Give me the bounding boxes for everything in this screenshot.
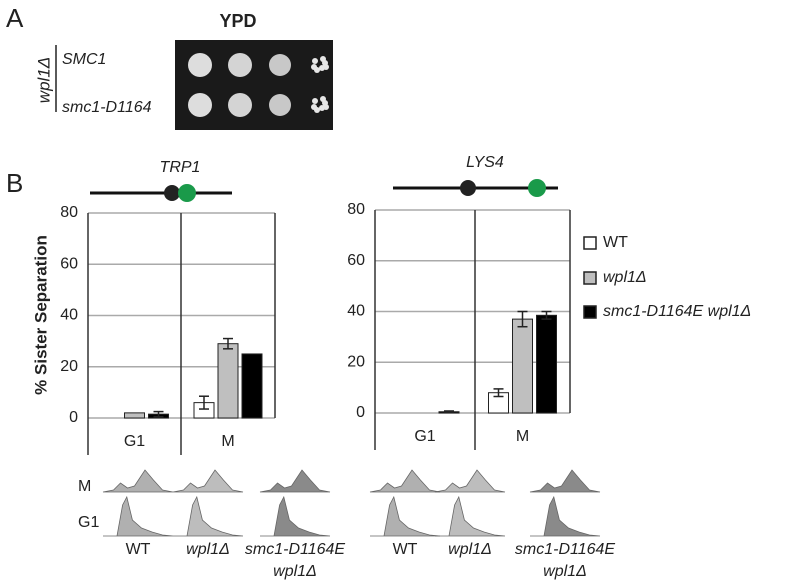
histogram	[102, 469, 174, 493]
spot	[228, 53, 252, 77]
y-axis-label: % Sister Separation	[31, 235, 50, 395]
bar	[512, 318, 533, 414]
y-tick-label: 60	[60, 255, 78, 272]
y-tick-label: 0	[356, 404, 365, 421]
y-tick-label: 40	[60, 307, 78, 324]
centromere	[164, 185, 180, 201]
x-tick-label: M	[516, 428, 529, 445]
spot	[269, 54, 291, 76]
histogram	[103, 495, 174, 537]
plate-title: YPD	[219, 11, 256, 31]
spot	[228, 93, 252, 117]
colony	[312, 58, 318, 64]
y-tick-label: 20	[347, 353, 365, 370]
error-bar	[444, 410, 454, 414]
strain-label: WT	[126, 541, 151, 558]
legend-swatch	[583, 236, 597, 250]
colony	[312, 98, 318, 104]
x-tick-label: G1	[414, 428, 435, 445]
chart-title: LYS4	[466, 154, 504, 171]
strain-label: smc1-D1164E	[245, 541, 346, 558]
histogram	[172, 469, 244, 493]
panel-label: B	[6, 168, 23, 198]
strain-label: SMC1	[62, 51, 106, 68]
error-bar	[223, 337, 233, 350]
legend-swatch	[583, 271, 597, 285]
genotype: wpl1Δ	[34, 57, 53, 103]
bar	[217, 343, 239, 419]
flow-row-label: G1	[78, 514, 99, 531]
histogram	[259, 469, 331, 493]
y-tick-label: 20	[60, 358, 78, 375]
strain-label: WT	[393, 541, 418, 558]
strain-label: wpl1Δ	[273, 563, 317, 580]
colony	[311, 104, 317, 110]
legend-label: wpl1Δ	[603, 269, 647, 286]
legend-label: WT	[603, 234, 628, 251]
x-tick-label: G1	[124, 433, 145, 450]
colony	[322, 60, 328, 66]
panel-label: A	[6, 3, 24, 33]
error-bar	[517, 310, 528, 328]
y-tick-label: 40	[347, 303, 365, 320]
histogram	[370, 495, 441, 537]
colony	[319, 105, 325, 111]
spot	[188, 93, 212, 117]
error-bar	[541, 310, 552, 320]
error-bar	[199, 395, 209, 410]
strain-label: wpl1Δ	[186, 541, 230, 558]
spots	[188, 53, 329, 117]
histogram	[260, 495, 331, 537]
histogram	[435, 495, 506, 537]
error-bar	[493, 388, 504, 398]
histogram	[369, 469, 441, 493]
y-tick-label: 80	[60, 204, 78, 221]
y-tick-label: 80	[347, 201, 365, 218]
colony	[322, 100, 328, 106]
flow-row-label: M	[78, 478, 91, 495]
chart-title: TRP1	[160, 159, 201, 176]
colony	[311, 64, 317, 70]
strain-label: wpl1Δ	[543, 563, 587, 580]
strain-label: smc1-D1164E	[515, 541, 616, 558]
legend-swatch	[583, 305, 597, 319]
histogram	[173, 495, 244, 537]
bar	[536, 314, 557, 414]
histogram	[529, 469, 601, 493]
strain-label: wpl1Δ	[448, 541, 492, 558]
legend-label: smc1-D1164E wpl1Δ	[603, 303, 751, 320]
marker	[528, 179, 546, 197]
bar	[241, 353, 263, 419]
y-tick-label: 60	[347, 252, 365, 269]
histogram	[434, 469, 506, 493]
x-tick-label: M	[221, 433, 234, 450]
colony	[319, 65, 325, 71]
histogram	[530, 495, 601, 537]
error-bar	[153, 410, 164, 418]
y-tick-label: 0	[69, 409, 78, 426]
strain-label: smc1-D1164	[62, 99, 152, 116]
spot	[269, 94, 291, 116]
spot	[188, 53, 212, 77]
bar	[124, 412, 145, 419]
marker	[178, 184, 196, 202]
centromere	[460, 180, 476, 196]
